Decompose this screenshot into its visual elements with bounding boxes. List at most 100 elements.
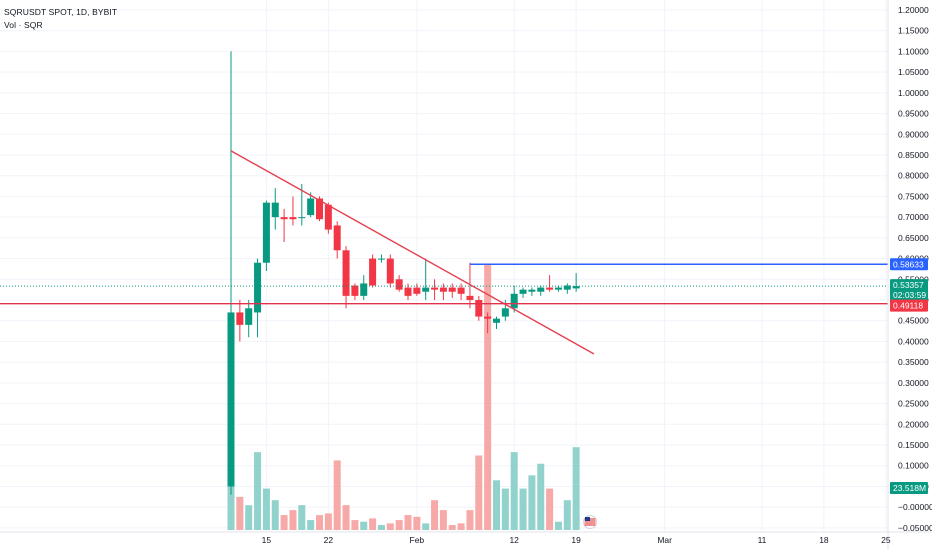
volume-bar <box>501 488 509 530</box>
volume-bar <box>386 523 394 530</box>
volume-bar <box>528 475 536 530</box>
volume-bar <box>324 513 332 530</box>
volume-bar <box>316 515 323 530</box>
candle-body <box>307 198 315 216</box>
candle-body <box>484 316 492 319</box>
candle-body <box>262 202 270 263</box>
volume-bar <box>537 463 545 530</box>
candle-body <box>519 289 527 294</box>
candle-body <box>422 287 430 292</box>
volume-bar <box>554 521 562 530</box>
volume-bar <box>369 518 377 530</box>
candle-body <box>501 308 509 317</box>
support-price-tag-text: 0.49118 <box>893 301 923 311</box>
chart-drawings[interactable] <box>0 150 888 355</box>
volume-bar <box>236 496 244 530</box>
price-tick-label: 0.10000 <box>898 461 929 471</box>
time-tick-label: 25 <box>881 535 891 545</box>
volume-bar <box>342 505 350 530</box>
time-tick-label: Feb <box>410 535 425 545</box>
resistance-price-tag <box>890 258 928 271</box>
candle-body <box>369 258 377 286</box>
candle-body <box>528 289 536 292</box>
candle-body <box>413 287 421 294</box>
candle-body <box>360 283 368 296</box>
candle-body <box>439 287 447 292</box>
volume-bar <box>271 500 279 530</box>
volume-bar <box>298 505 306 530</box>
support-price-tag <box>890 299 928 312</box>
candle-body <box>280 217 288 220</box>
volume-bar <box>377 525 385 530</box>
price-tick-label: −0.05000 <box>898 523 932 533</box>
candle-body <box>298 217 306 219</box>
volume-legend[interactable]: Vol · SQR <box>4 20 43 30</box>
candle-body <box>271 202 279 218</box>
volume-bar <box>262 488 270 530</box>
volume-bar <box>448 525 456 530</box>
candle-body <box>386 258 394 284</box>
price-tick-label: 0.70000 <box>898 212 929 222</box>
price-tick-label: 0.15000 <box>898 440 929 450</box>
candle-body <box>236 312 244 325</box>
candle-body <box>227 312 235 487</box>
flag-canton <box>585 517 590 521</box>
last-price-tag <box>890 279 928 302</box>
candle-body <box>289 217 297 220</box>
volume-bar <box>493 480 500 530</box>
price-tick-label: 0.75000 <box>898 191 929 201</box>
volume-tag <box>890 482 928 494</box>
price-tick-label: 0.80000 <box>898 171 929 181</box>
volume-bar <box>546 488 554 530</box>
volume-bar <box>395 520 403 530</box>
volume-bar <box>254 452 262 530</box>
last-price-tag-text: 02:03:59 <box>893 290 926 300</box>
volume-bar <box>360 521 368 530</box>
symbol-legend[interactable]: SQRUSDT SPOT, 1D, BYBIT <box>4 7 118 17</box>
volume-bar <box>333 460 341 530</box>
candle-body <box>554 287 562 290</box>
candle-body <box>254 262 262 313</box>
candle-body <box>466 295 474 301</box>
candle-body <box>377 258 385 260</box>
volume-bar <box>422 523 430 530</box>
price-tick-label: −0.00000 <box>898 502 932 512</box>
volume-bar <box>431 500 439 530</box>
candle-body <box>324 204 332 230</box>
volume-bar <box>519 488 527 530</box>
us-flag-icon[interactable] <box>583 515 597 529</box>
candle-body <box>351 285 359 296</box>
candle-body <box>448 287 456 292</box>
volume-bars <box>227 265 580 530</box>
price-tick-label: 1.20000 <box>898 5 929 15</box>
price-tick-label: 0.35000 <box>898 357 929 367</box>
time-tick-label: 22 <box>324 535 334 545</box>
candle-body <box>457 287 465 294</box>
candle-body <box>333 225 341 251</box>
price-tick-label: 1.05000 <box>898 67 929 77</box>
price-axis[interactable]: 1.20000 1.15000 1.10000 1.05000 1.00000 0.950… <box>887 0 932 550</box>
candle-body <box>475 300 483 317</box>
candle-body <box>493 318 500 323</box>
candle-body <box>316 198 323 220</box>
volume-bar <box>439 510 447 530</box>
price-tick-label: 0.20000 <box>898 419 929 429</box>
price-tick-label: 0.40000 <box>898 336 929 346</box>
chart-grid <box>0 0 888 532</box>
candle-body <box>563 285 571 290</box>
candle-body <box>431 287 439 290</box>
volume-bar <box>289 510 297 530</box>
candle-body <box>572 286 580 289</box>
candlestick-series <box>227 51 580 495</box>
candle-body <box>342 250 350 296</box>
volume-bar <box>563 500 571 530</box>
volume-bar <box>510 452 518 530</box>
time-axis[interactable]: 15 22 Feb 12 19 Mar 11 18 25 <box>0 531 932 545</box>
time-tick-label: 18 <box>819 535 829 545</box>
time-tick-label: 11 <box>758 535 767 545</box>
candle-body <box>245 308 253 325</box>
volume-bar <box>413 516 421 530</box>
volume-bar <box>475 455 483 530</box>
